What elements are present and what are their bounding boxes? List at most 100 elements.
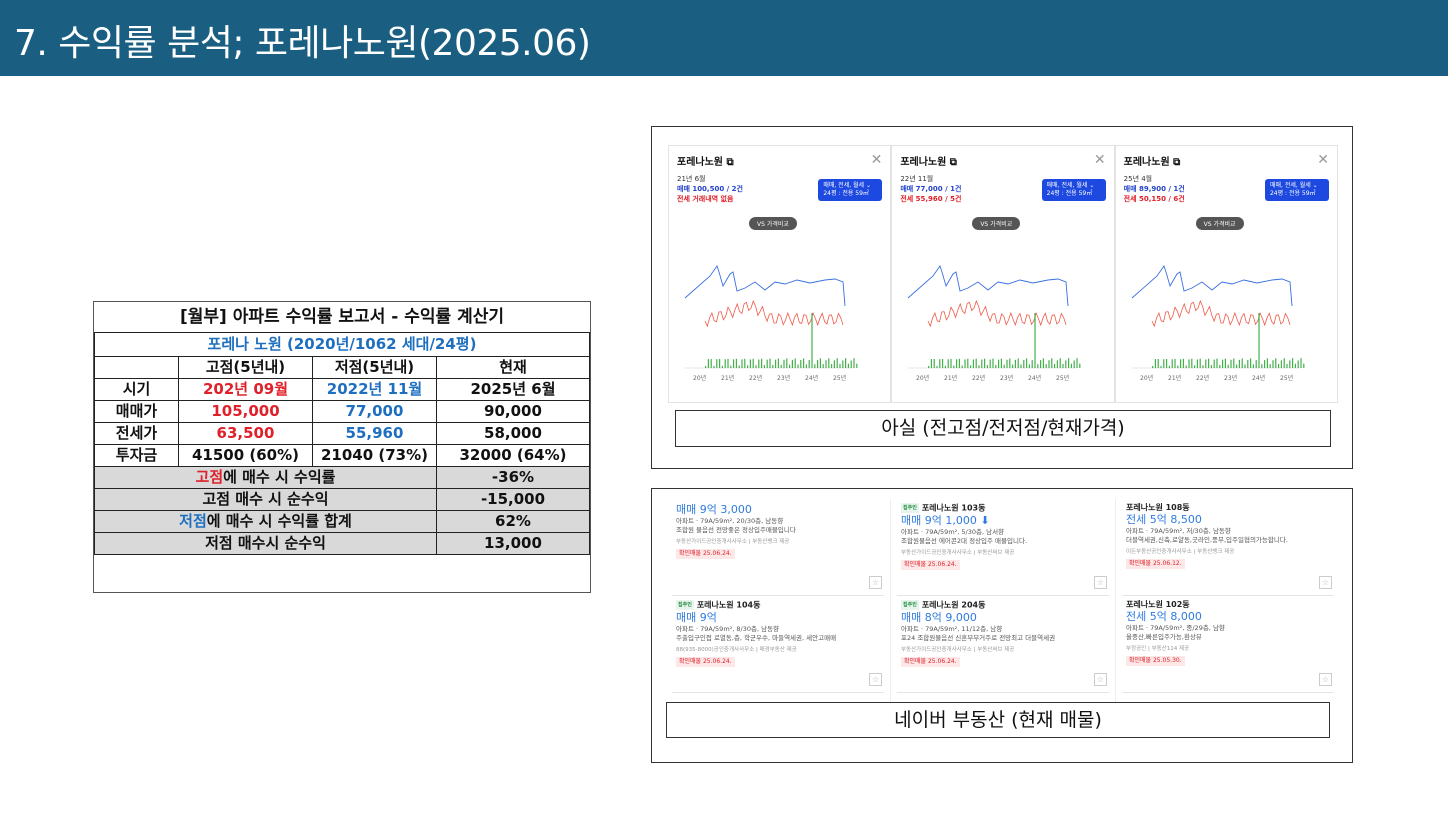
volume-bar bbox=[822, 364, 824, 368]
summary-value-low-yield: 62% bbox=[436, 509, 590, 533]
vs-compare-button[interactable]: VS 가격비교 bbox=[1195, 217, 1244, 230]
row-label-sale: 매매가 bbox=[94, 399, 179, 423]
listing-note: 조합원 물음선 전망좋은 정상입주매물입니다 bbox=[676, 526, 796, 534]
volume-bar bbox=[1174, 358, 1176, 368]
volume-bar bbox=[755, 365, 757, 368]
volume-bar bbox=[1157, 359, 1159, 368]
volume-bar bbox=[1162, 359, 1165, 368]
volume-bar bbox=[970, 365, 972, 368]
cell-high-period: 202년 09월 bbox=[178, 377, 313, 401]
x-tick-label: 20년 bbox=[916, 374, 929, 382]
star-icon[interactable]: ☆ bbox=[869, 576, 882, 589]
vs-compare-button[interactable]: VS 가격비교 bbox=[972, 217, 1021, 230]
volume-bar bbox=[1297, 360, 1299, 368]
listing-name: 포레나노원 103동 bbox=[921, 503, 986, 513]
star-icon[interactable]: ☆ bbox=[1094, 673, 1107, 686]
listing-title: 포레나노원 102동 bbox=[1126, 600, 1330, 610]
filter-dropdown[interactable]: 매매, 전세, 월세 ⌄ 24평 : 전용 59㎡ bbox=[1041, 179, 1106, 201]
filter-dropdown[interactable]: 매매, 전세, 월세 ⌄ 24평 : 전용 59㎡ bbox=[1264, 179, 1329, 201]
star-icon[interactable]: ☆ bbox=[1094, 576, 1107, 589]
listing-item[interactable]: 집주인 포레나노원 104동 매매 9억 아파트 · 79A/59m², 8/30층,… bbox=[672, 596, 884, 693]
listing-price: 매매 9억 bbox=[676, 610, 717, 624]
volume-bar bbox=[724, 359, 726, 368]
asil-card-low: 포레나노원 ⧉ ✕ 22년 11월 매매 77,000 / 1건 전세 55,96… bbox=[891, 145, 1115, 403]
listing-price: 전세 5억 8,500 bbox=[1126, 513, 1202, 526]
volume-bar bbox=[721, 365, 723, 368]
volume-bar bbox=[831, 364, 833, 368]
listing-item[interactable]: 포레나노원 102동 전세 5억 8,000 아파트 · 79A/59m², 중/2… bbox=[1122, 596, 1334, 693]
listing-name: 포레나노원 204동 bbox=[921, 600, 986, 610]
listing-name: 포레나노원 102동 bbox=[1126, 600, 1190, 609]
volume-bar bbox=[1059, 358, 1062, 368]
sheet-title: [월부] 아파트 수익률 보고서 - 수익률 계산기 bbox=[94, 302, 590, 333]
filter-dropdown[interactable]: 매매, 전세, 월세 ⌄ 24평 : 전용 59㎡ bbox=[818, 179, 883, 201]
volume-bar bbox=[1040, 360, 1042, 368]
star-icon[interactable]: ☆ bbox=[1319, 576, 1332, 589]
volume-bar bbox=[931, 359, 933, 368]
listing-item[interactable]: 집주인 포레나노원 103동 매매 9억 1,000 ⬇ 아파트 · 79A/59m²… bbox=[897, 499, 1109, 596]
row-label-jeonse: 전세가 bbox=[94, 421, 179, 445]
volume-bar bbox=[967, 358, 969, 368]
listing-title: 집주인 포레나노원 103동 bbox=[901, 503, 1105, 514]
close-icon[interactable]: ✕ bbox=[1317, 152, 1329, 168]
volume-bar bbox=[761, 358, 763, 368]
volume-bar bbox=[1235, 364, 1237, 368]
volume-bar bbox=[1274, 358, 1277, 368]
volume-bar bbox=[766, 359, 768, 368]
close-icon[interactable]: ✕ bbox=[1093, 152, 1106, 168]
volume-bar bbox=[1238, 359, 1240, 368]
listing-broker: 88(935-8000)공인중개사사무소 | 매경부동산 제공 bbox=[676, 646, 797, 653]
volume-bar bbox=[786, 358, 788, 368]
volume-bar bbox=[1015, 359, 1017, 368]
volume-bar bbox=[1249, 358, 1251, 368]
volume-bar bbox=[933, 359, 936, 368]
cell-high-jeonse: 63,500 bbox=[178, 421, 313, 445]
x-tick-label: 22년 bbox=[972, 374, 985, 382]
close-icon[interactable]: ✕ bbox=[870, 152, 883, 168]
volume-bar bbox=[825, 360, 827, 368]
volume-bar bbox=[789, 364, 791, 368]
listing-item[interactable]: 매매 9억 3,000 아파트 · 79A/59m², 20/30층, 남동향 조합… bbox=[672, 499, 884, 596]
volume-bar bbox=[992, 358, 994, 368]
jeonse-series-line bbox=[704, 299, 844, 328]
volume-bar bbox=[1263, 360, 1265, 368]
volume-bar bbox=[850, 360, 852, 368]
volume-bar bbox=[1272, 360, 1274, 368]
volume-bar bbox=[808, 360, 810, 368]
listing-desc: 아파트 · 79A/59m², 11/12층, 남향 bbox=[901, 624, 1003, 633]
volume-bar bbox=[1020, 364, 1022, 368]
cell-now-investment: 32000 (64%) bbox=[436, 443, 590, 467]
volume-bar bbox=[719, 358, 721, 368]
listing-note: 포24 조합원물음선 신혼부부거주로 전망최고 더블역세권 bbox=[901, 633, 1056, 642]
volume-bar bbox=[856, 363, 858, 368]
volume-bar bbox=[1255, 360, 1257, 368]
star-icon[interactable]: ☆ bbox=[869, 673, 882, 686]
volume-bar bbox=[928, 366, 930, 368]
col-header-now: 현재 bbox=[436, 355, 590, 379]
volume-bar bbox=[950, 358, 952, 368]
volume-bar bbox=[1017, 358, 1020, 368]
card-jeonse: 전세 50,150 / 6건 bbox=[1123, 195, 1185, 203]
card-sale: 매매 77,000 / 1건 bbox=[900, 185, 962, 193]
volume-bar bbox=[1302, 363, 1305, 368]
vs-compare-button[interactable]: VS 가격비교 bbox=[749, 217, 797, 230]
volume-bar bbox=[1196, 359, 1198, 368]
listing-item[interactable]: 포레나노원 108동 전세 5억 8,500 아파트 · 79A/59m², 저/3… bbox=[1122, 499, 1334, 596]
volume-bar bbox=[833, 360, 835, 368]
volume-bar bbox=[995, 364, 997, 368]
listing-price: 전세 5억 8,000 bbox=[1126, 610, 1202, 623]
volume-bar bbox=[1182, 358, 1184, 368]
star-icon[interactable]: ☆ bbox=[1319, 673, 1332, 686]
volume-bar bbox=[942, 358, 944, 368]
volume-bar bbox=[1202, 365, 1204, 368]
volume-bar bbox=[1043, 358, 1045, 368]
cell-low-investment: 21040 (73%) bbox=[312, 443, 437, 467]
cell-now-sale: 90,000 bbox=[436, 399, 590, 423]
row-label-period: 시기 bbox=[94, 377, 179, 401]
volume-bar bbox=[1068, 358, 1070, 368]
volume-bar bbox=[975, 358, 978, 368]
volume-bar bbox=[984, 358, 986, 368]
listing-item[interactable]: 집주인 포레나노원 204동 매매 8억 9,000 아파트 · 79A/59m², … bbox=[897, 596, 1109, 693]
price-history-chart: 20년 21년 22년 23년 24년 25년 bbox=[1131, 265, 1305, 382]
volume-bar bbox=[800, 359, 802, 368]
